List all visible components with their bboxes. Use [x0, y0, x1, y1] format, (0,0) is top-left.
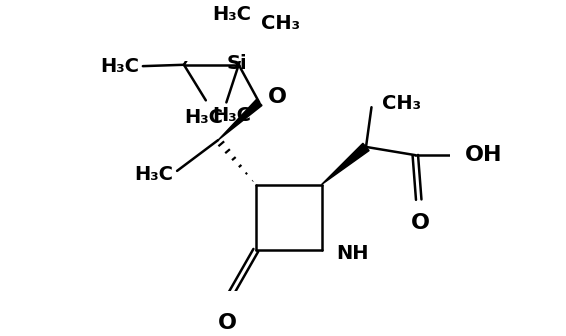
Text: CH₃: CH₃ [383, 94, 422, 113]
Text: O: O [217, 313, 237, 333]
Text: H₃C: H₃C [213, 106, 252, 125]
Text: CH₃: CH₃ [261, 14, 301, 33]
Polygon shape [321, 143, 369, 184]
Text: Si: Si [227, 54, 248, 73]
Text: O: O [410, 213, 430, 233]
Text: OH: OH [465, 145, 503, 165]
Polygon shape [218, 99, 262, 140]
Text: H₃C: H₃C [213, 5, 252, 24]
Text: O: O [268, 87, 286, 107]
Text: NH: NH [337, 244, 369, 263]
Text: H₃C: H₃C [184, 108, 223, 127]
Text: H₃C: H₃C [135, 165, 174, 184]
Text: H₃C: H₃C [100, 57, 139, 76]
